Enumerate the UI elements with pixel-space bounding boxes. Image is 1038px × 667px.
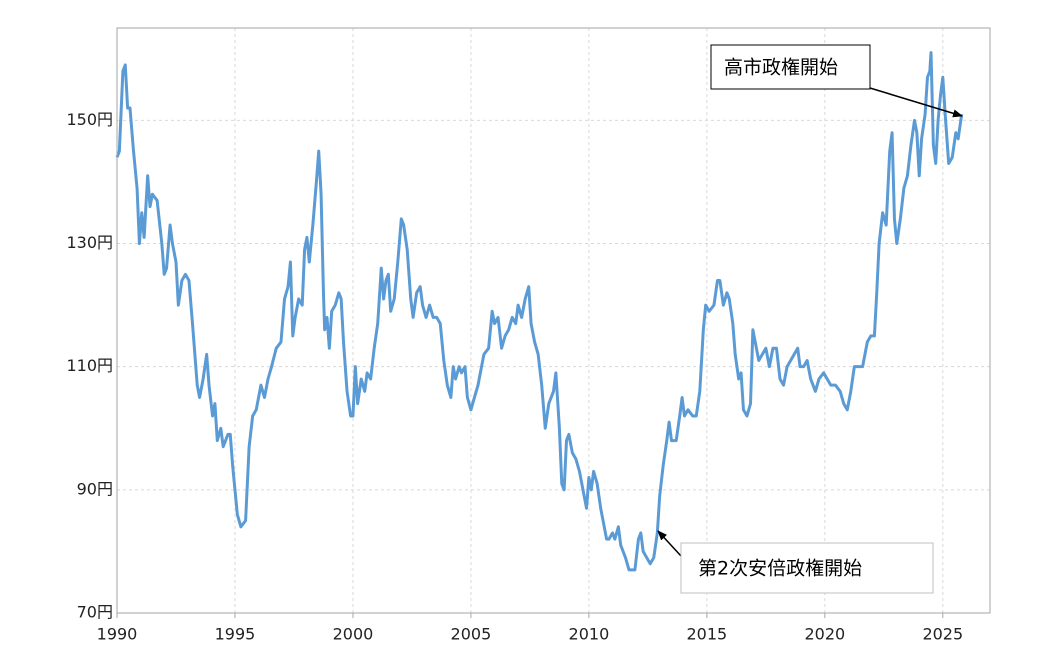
x-tick-label: 2010 <box>569 625 610 644</box>
y-tick-label: 90円 <box>77 479 113 498</box>
annotation-box <box>680 542 934 594</box>
line-series <box>115 51 964 572</box>
annotation-arrow <box>657 530 682 557</box>
x-tick-label: 1995 <box>215 625 256 644</box>
x-tick-label: 2015 <box>687 625 728 644</box>
annotation-arrow <box>869 87 963 118</box>
x-tick-label: 2025 <box>922 625 963 644</box>
plot-frame <box>116 27 991 614</box>
y-tick-label: 130円 <box>66 233 113 252</box>
x-tick-label: 2000 <box>333 625 374 644</box>
x-tick-label: 1990 <box>97 625 138 644</box>
x-tick-label: 2020 <box>804 625 845 644</box>
x-tick-label: 2005 <box>451 625 492 644</box>
annotation: 第2次安倍政権開始 <box>698 558 862 580</box>
y-tick-label: 150円 <box>66 110 113 129</box>
y-tick-label: 110円 <box>66 356 113 375</box>
annotation-box <box>710 44 871 90</box>
annotation: 高市政権開始 <box>724 57 838 79</box>
y-tick-label: 70円 <box>77 603 113 622</box>
